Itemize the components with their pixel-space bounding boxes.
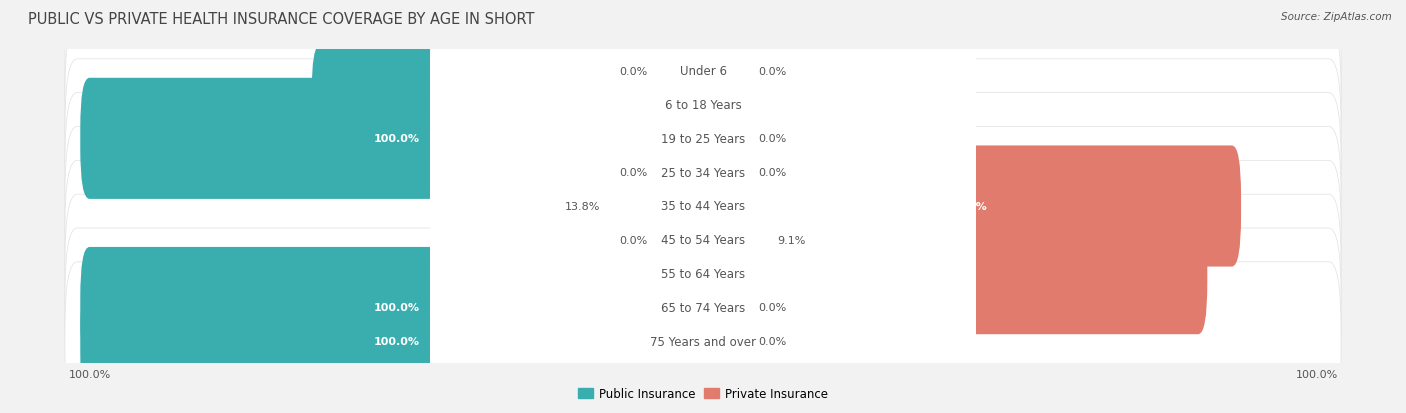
FancyBboxPatch shape — [693, 180, 768, 301]
FancyBboxPatch shape — [693, 146, 1241, 267]
FancyBboxPatch shape — [693, 214, 1208, 335]
FancyBboxPatch shape — [486, 214, 713, 335]
FancyBboxPatch shape — [430, 44, 976, 301]
FancyBboxPatch shape — [80, 281, 713, 402]
FancyBboxPatch shape — [430, 145, 976, 403]
Text: 86.2%: 86.2% — [948, 202, 987, 211]
FancyBboxPatch shape — [65, 26, 1341, 185]
Text: 0.0%: 0.0% — [758, 337, 786, 347]
FancyBboxPatch shape — [65, 93, 1341, 252]
Text: 0.0%: 0.0% — [758, 168, 786, 178]
FancyBboxPatch shape — [430, 0, 976, 234]
FancyBboxPatch shape — [657, 112, 713, 233]
Text: 0.0%: 0.0% — [620, 235, 648, 245]
Text: 19 to 25 Years: 19 to 25 Years — [661, 133, 745, 145]
FancyBboxPatch shape — [693, 281, 749, 402]
Text: 100.0%: 100.0% — [373, 134, 419, 144]
Text: 25 to 34 Years: 25 to 34 Years — [661, 166, 745, 179]
FancyBboxPatch shape — [693, 78, 749, 199]
Text: 13.8%: 13.8% — [565, 202, 600, 211]
FancyBboxPatch shape — [65, 60, 1341, 218]
FancyBboxPatch shape — [693, 112, 749, 233]
Text: 6 to 18 Years: 6 to 18 Years — [665, 99, 741, 112]
FancyBboxPatch shape — [693, 247, 749, 368]
FancyBboxPatch shape — [65, 262, 1341, 413]
FancyBboxPatch shape — [657, 180, 713, 301]
Text: 33.7%: 33.7% — [581, 269, 619, 279]
FancyBboxPatch shape — [430, 213, 976, 413]
Legend: Public Insurance, Private Insurance: Public Insurance, Private Insurance — [574, 382, 832, 405]
FancyBboxPatch shape — [693, 45, 943, 166]
Text: 80.7%: 80.7% — [931, 269, 970, 279]
FancyBboxPatch shape — [312, 45, 713, 166]
FancyBboxPatch shape — [430, 0, 976, 200]
Text: 65 to 74 Years: 65 to 74 Years — [661, 301, 745, 314]
FancyBboxPatch shape — [430, 10, 976, 268]
Text: PUBLIC VS PRIVATE HEALTH INSURANCE COVERAGE BY AGE IN SHORT: PUBLIC VS PRIVATE HEALTH INSURANCE COVER… — [28, 12, 534, 27]
FancyBboxPatch shape — [65, 195, 1341, 353]
Text: 37.7%: 37.7% — [800, 100, 838, 110]
Text: 55 to 64 Years: 55 to 64 Years — [661, 268, 745, 280]
FancyBboxPatch shape — [430, 78, 976, 335]
FancyBboxPatch shape — [65, 161, 1341, 320]
Text: 0.0%: 0.0% — [620, 168, 648, 178]
FancyBboxPatch shape — [430, 179, 976, 413]
Text: 0.0%: 0.0% — [620, 66, 648, 76]
FancyBboxPatch shape — [80, 247, 713, 368]
Text: 0.0%: 0.0% — [758, 303, 786, 313]
Text: 9.1%: 9.1% — [778, 235, 806, 245]
FancyBboxPatch shape — [693, 11, 749, 132]
Text: 0.0%: 0.0% — [758, 134, 786, 144]
FancyBboxPatch shape — [65, 228, 1341, 387]
Text: Source: ZipAtlas.com: Source: ZipAtlas.com — [1281, 12, 1392, 22]
Text: 100.0%: 100.0% — [373, 337, 419, 347]
Text: 100.0%: 100.0% — [373, 303, 419, 313]
Text: Under 6: Under 6 — [679, 65, 727, 78]
Text: 62.3%: 62.3% — [492, 100, 531, 110]
FancyBboxPatch shape — [657, 11, 713, 132]
FancyBboxPatch shape — [80, 78, 713, 199]
Text: 75 Years and over: 75 Years and over — [650, 335, 756, 348]
FancyBboxPatch shape — [65, 0, 1341, 151]
FancyBboxPatch shape — [65, 127, 1341, 286]
FancyBboxPatch shape — [609, 146, 713, 267]
Text: 35 to 44 Years: 35 to 44 Years — [661, 200, 745, 213]
Text: 0.0%: 0.0% — [758, 66, 786, 76]
FancyBboxPatch shape — [430, 112, 976, 369]
Text: 45 to 54 Years: 45 to 54 Years — [661, 234, 745, 247]
